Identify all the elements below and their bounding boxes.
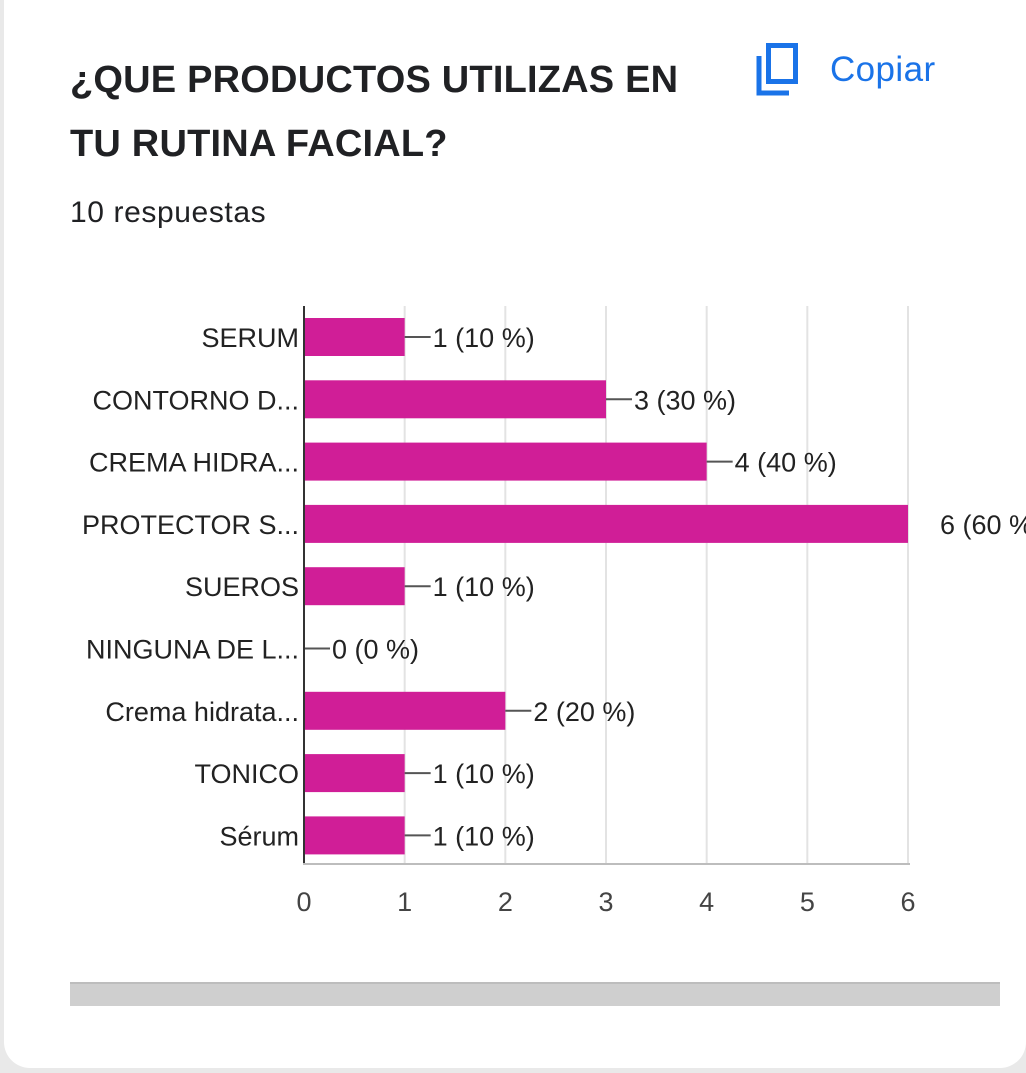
category-label: TONICO bbox=[194, 759, 299, 789]
x-tick-label: 5 bbox=[800, 887, 815, 917]
data-label: 2 (20 %) bbox=[533, 697, 635, 727]
horizontal-scrollbar[interactable] bbox=[70, 982, 1000, 1006]
data-label: 1 (10 %) bbox=[433, 759, 535, 789]
bar bbox=[304, 443, 707, 481]
x-tick-label: 4 bbox=[699, 887, 714, 917]
category-label: CONTORNO D... bbox=[92, 385, 299, 415]
data-label: 4 (40 %) bbox=[735, 448, 837, 478]
bar bbox=[304, 505, 908, 543]
bar bbox=[304, 816, 405, 854]
bar bbox=[304, 380, 606, 418]
category-label: CREMA HIDRA... bbox=[89, 448, 299, 478]
bar bbox=[304, 567, 405, 605]
data-label: 1 (10 %) bbox=[433, 572, 535, 602]
x-tick-label: 2 bbox=[498, 887, 513, 917]
bar bbox=[304, 692, 505, 730]
data-label: 1 (10 %) bbox=[433, 821, 535, 851]
category-label: SERUM bbox=[201, 323, 299, 353]
category-label: PROTECTOR S... bbox=[82, 510, 299, 540]
category-label: Crema hidrata... bbox=[105, 697, 299, 727]
x-tick-label: 3 bbox=[598, 887, 613, 917]
bar-chart: 1 (10 %) SERUM 3 (30 %) CONTORNO D... 4 (40 … bbox=[4, 0, 1026, 940]
data-label: 0 (0 %) bbox=[332, 635, 419, 665]
category-label: Sérum bbox=[219, 821, 299, 851]
response-summary-card: ¿QUE PRODUCTOS UTILIZAS EN TU RUTINA FAC… bbox=[4, 0, 1026, 1068]
category-label: NINGUNA DE L... bbox=[86, 635, 299, 665]
category-label: SUEROS bbox=[185, 572, 299, 602]
data-label: 3 (30 %) bbox=[634, 385, 736, 415]
x-tick-label: 6 bbox=[900, 887, 915, 917]
bar bbox=[304, 754, 405, 792]
data-label: 1 (10 %) bbox=[433, 323, 535, 353]
data-label: 6 (60 %) bbox=[940, 510, 1026, 540]
x-tick-label: 1 bbox=[397, 887, 412, 917]
bar bbox=[304, 318, 405, 356]
x-tick-label: 0 bbox=[296, 887, 311, 917]
